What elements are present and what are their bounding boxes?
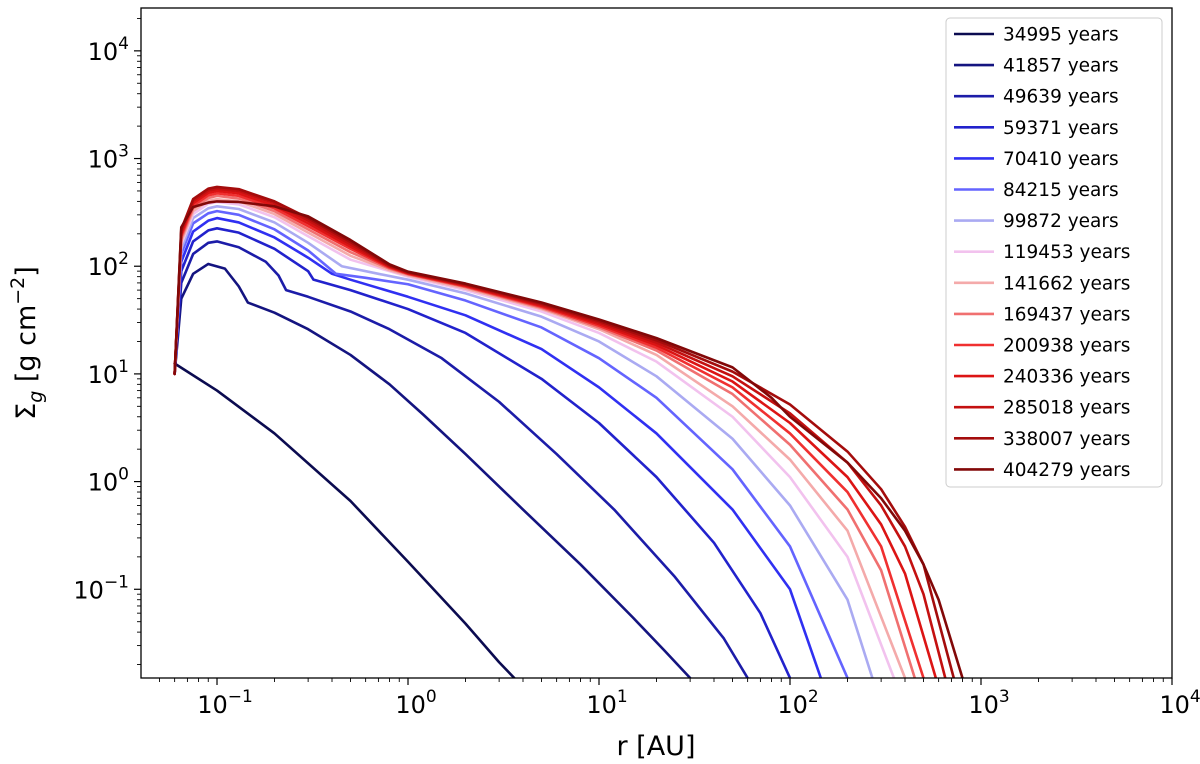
series-line-7 <box>173 205 874 678</box>
series-line-4 <box>173 227 792 678</box>
y-tick-label-5: 103 <box>88 142 129 174</box>
legend-label-3: 49639 years <box>1003 87 1119 108</box>
y-label-sup: −2 <box>7 277 29 305</box>
y-label-base: Σ <box>11 403 42 420</box>
legend-label-1: 34995 years <box>1003 25 1119 46</box>
x-axis-ticks: 10−1 100 101 102 103 104 <box>159 678 1200 719</box>
legend-label-13: 285018 years <box>1003 398 1130 419</box>
legend-label-5: 70410 years <box>1003 149 1119 170</box>
legend-label-14: 338007 years <box>1003 429 1130 450</box>
y-tick-label-4: 102 <box>88 249 129 281</box>
y-tick-label-6: 104 <box>88 34 129 66</box>
legend-label-2: 41857 years <box>1003 56 1119 77</box>
series-line-6 <box>173 209 849 678</box>
legend-box <box>945 17 1163 488</box>
y-label-sub: g <box>25 391 47 403</box>
legend-label-8: 119453 years <box>1003 242 1130 263</box>
series-line-2 <box>173 262 692 678</box>
x-axis-label: r [AU] <box>617 731 696 762</box>
x-tick-label-4: 102 <box>777 687 818 719</box>
y-tick-label-3: 101 <box>88 357 129 389</box>
x-tick-label-1: 10−1 <box>197 687 253 719</box>
x-tick-label-5: 103 <box>968 687 1009 719</box>
x-tick-label-6: 104 <box>1159 687 1200 719</box>
legend-label-10: 169437 years <box>1003 304 1130 325</box>
legend-label-11: 200938 years <box>1003 336 1130 357</box>
y-tick-label-1: 10−1 <box>73 572 129 604</box>
y-label-mid: [g cm <box>11 305 42 391</box>
legend-label-12: 240336 years <box>1003 367 1130 388</box>
legend-label-9: 141662 years <box>1003 273 1130 294</box>
series-line-3 <box>173 240 749 678</box>
x-tick-label-3: 101 <box>586 687 627 719</box>
legend-label-15: 404279 years <box>1003 460 1130 481</box>
y-axis-label: Σg [g cm−2] <box>7 266 47 420</box>
series-line-1 <box>173 362 516 678</box>
legend-label-6: 84215 years <box>1003 180 1119 201</box>
legend-label-7: 99872 years <box>1003 211 1119 232</box>
legend: 34995 years 41857 years 49639 years 59371 y… <box>945 17 1163 488</box>
series-layer <box>173 185 964 678</box>
y-tick-label-2: 100 <box>88 465 129 497</box>
y-label-end: ] <box>11 266 42 277</box>
series-line-5 <box>173 216 823 678</box>
series-line-9 <box>173 197 907 678</box>
series-line-15 <box>173 200 964 678</box>
y-axis-ticks: 10−1 100 101 102 103 104 <box>73 17 141 665</box>
x-tick-label-2: 100 <box>395 687 436 719</box>
legend-label-4: 59371 years <box>1003 118 1119 139</box>
